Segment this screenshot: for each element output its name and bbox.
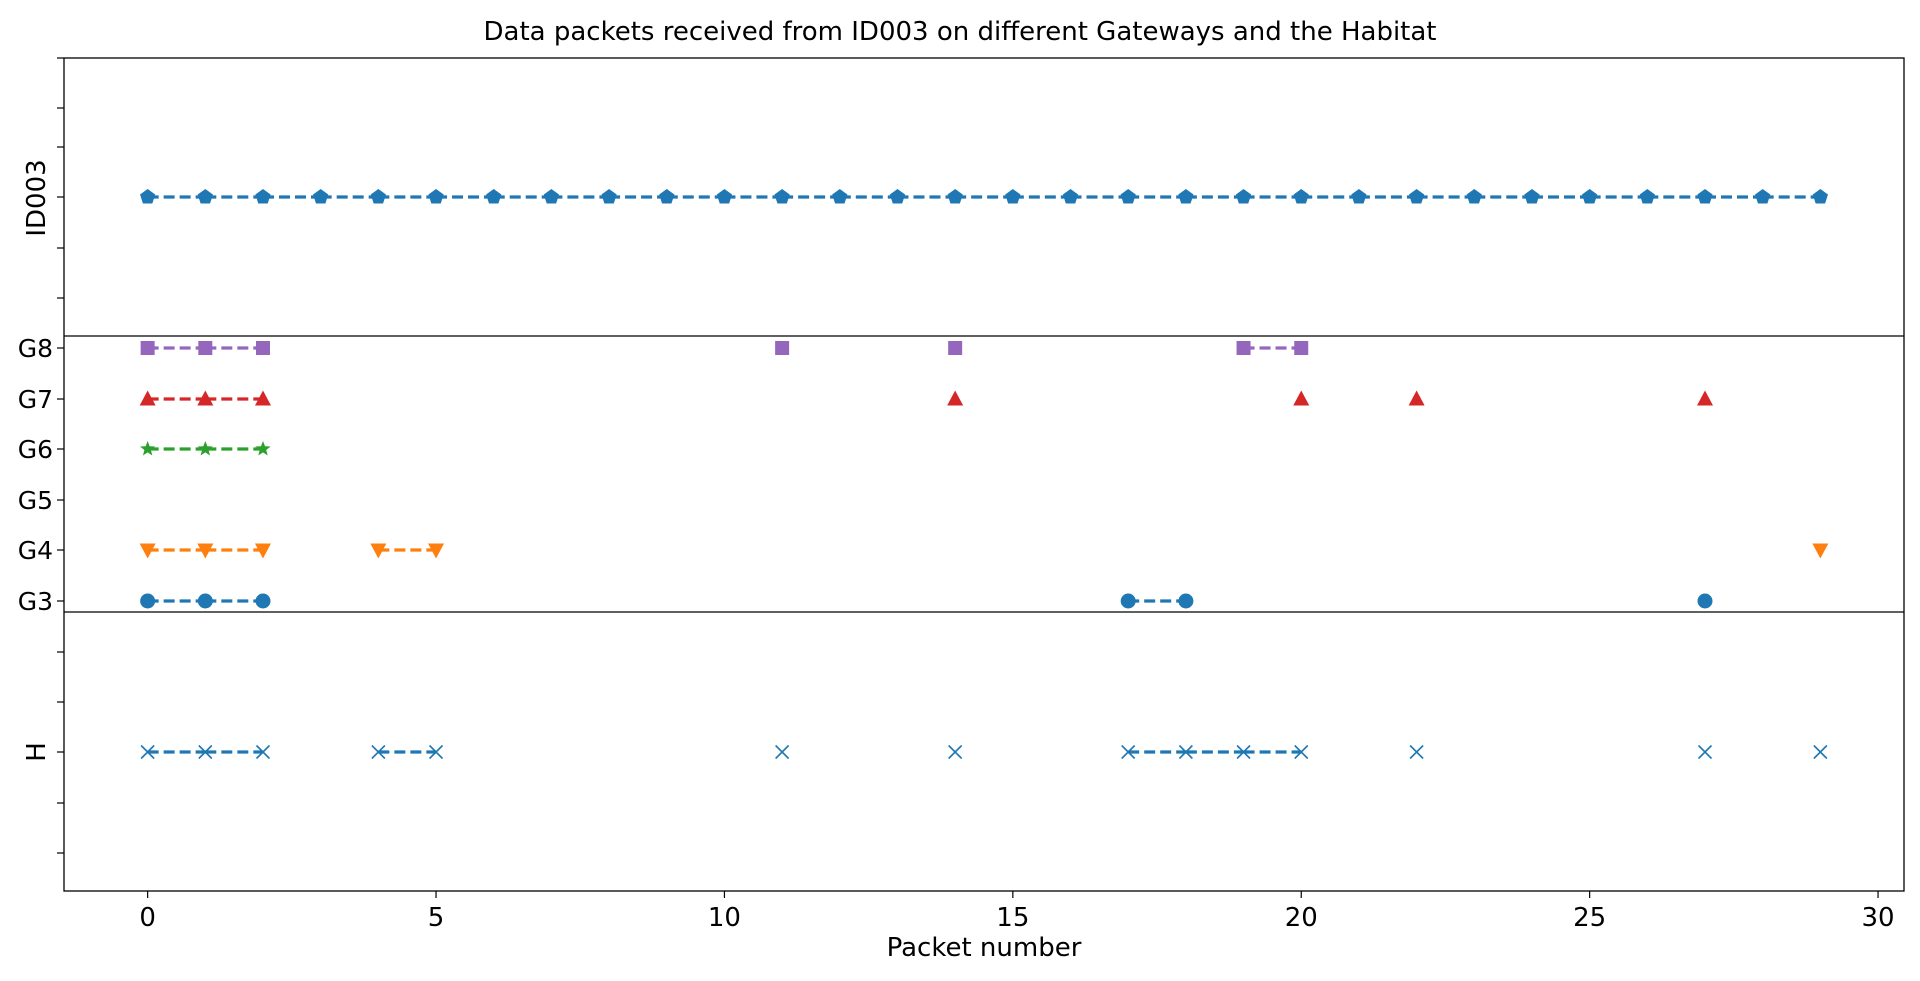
data-point-id003 (428, 189, 444, 204)
data-point-id003 (486, 189, 502, 204)
data-point-g8 (948, 341, 963, 355)
y-tick-label-g3: G3 (18, 587, 53, 616)
data-point-id003 (1293, 189, 1309, 204)
y-tick-label-g5: G5 (18, 486, 53, 515)
x-tick-label: 5 (428, 903, 445, 933)
data-point-id003 (197, 189, 213, 204)
data-point-id003 (1235, 189, 1252, 204)
data-point-g3 (197, 593, 213, 609)
data-point-g4 (254, 543, 271, 559)
data-point-g6 (255, 441, 271, 456)
y-tick-label-g6: G6 (18, 435, 53, 464)
data-point-id003 (1005, 189, 1021, 204)
data-point-id003 (1582, 189, 1598, 204)
x-tick-label: 10 (708, 903, 741, 933)
x-tick-label: 30 (1861, 903, 1894, 933)
bottom-panel-y-axis-label: H (22, 742, 52, 762)
data-point-g7 (139, 390, 156, 406)
data-point-g7 (1697, 390, 1714, 406)
data-point-h (1121, 744, 1136, 760)
x-tick-label: 25 (1573, 903, 1606, 933)
data-point-h (371, 744, 386, 760)
plot-layer: G3 G4 G5 G6 G7 G8 0 5 10 15 20 25 30 (18, 57, 1905, 933)
data-point-h (775, 744, 790, 760)
data-point-id003 (716, 189, 733, 204)
data-point-g4 (370, 543, 387, 559)
data-point-g4 (1812, 543, 1829, 559)
data-point-g3 (255, 593, 271, 609)
data-point-id003 (1466, 189, 1482, 204)
data-point-id003 (889, 189, 906, 204)
data-point-g3 (1697, 593, 1713, 609)
data-point-g8 (140, 341, 155, 355)
data-point-h (1294, 744, 1309, 760)
data-point-g8 (198, 341, 213, 355)
data-point-h (198, 744, 213, 760)
data-point-g3 (140, 593, 156, 609)
data-point-id003 (255, 189, 271, 204)
data-point-g6 (140, 441, 156, 456)
data-point-g8 (1236, 341, 1251, 355)
data-point-id003 (140, 189, 156, 204)
data-point-g7 (254, 390, 271, 406)
data-point-id003 (313, 189, 329, 204)
data-point-g4 (197, 543, 214, 559)
data-point-id003 (601, 189, 617, 204)
data-point-h (948, 744, 963, 760)
data-point-id003 (543, 189, 560, 204)
data-point-id003 (1639, 189, 1655, 204)
data-point-g3 (1178, 593, 1194, 609)
data-point-g8 (255, 341, 270, 355)
data-point-id003 (774, 189, 790, 204)
axes-frame (63, 57, 1905, 892)
y-tick-label-g7: G7 (18, 385, 53, 414)
data-point-id003 (1408, 189, 1425, 204)
data-point-id003 (1524, 189, 1540, 204)
data-point-g4 (428, 543, 445, 559)
y-tick-label-g8: G8 (18, 334, 53, 363)
top-panel-y-axis-label: ID003 (22, 159, 52, 236)
data-point-h (1697, 744, 1713, 760)
data-point-id003 (659, 189, 675, 204)
data-point-g7 (1408, 390, 1425, 406)
data-point-g6 (197, 441, 213, 456)
data-point-h (255, 744, 271, 760)
data-point-g7 (197, 390, 214, 406)
data-point-id003 (1178, 189, 1194, 204)
data-point-h (140, 744, 155, 760)
data-point-id003 (1697, 189, 1713, 204)
data-point-g4 (139, 543, 156, 559)
data-point-id003 (832, 189, 848, 204)
x-tick-label: 0 (139, 903, 156, 933)
data-point-h (1409, 744, 1424, 760)
data-point-h (1813, 744, 1828, 760)
data-point-id003 (370, 189, 386, 204)
data-point-h (1178, 744, 1193, 760)
data-point-g7 (947, 390, 964, 406)
data-point-h (1236, 744, 1251, 760)
data-point-id003 (1755, 189, 1771, 204)
data-point-h (428, 744, 444, 760)
data-point-g8 (1294, 341, 1309, 355)
data-point-id003 (947, 189, 963, 204)
data-point-id003 (1120, 189, 1136, 204)
x-axis-label: Packet number (887, 933, 1082, 963)
x-tick-label: 15 (996, 903, 1029, 933)
data-point-id003 (1351, 189, 1367, 204)
data-point-g3 (1120, 593, 1136, 609)
data-point-id003 (1812, 189, 1828, 204)
y-tick-label-g4: G4 (18, 536, 53, 565)
data-point-g7 (1293, 390, 1310, 406)
x-tick-label: 20 (1285, 903, 1318, 933)
chart-title: Data packets received from ID003 on diff… (484, 17, 1437, 47)
data-point-id003 (1062, 189, 1079, 204)
data-point-g8 (775, 341, 790, 355)
